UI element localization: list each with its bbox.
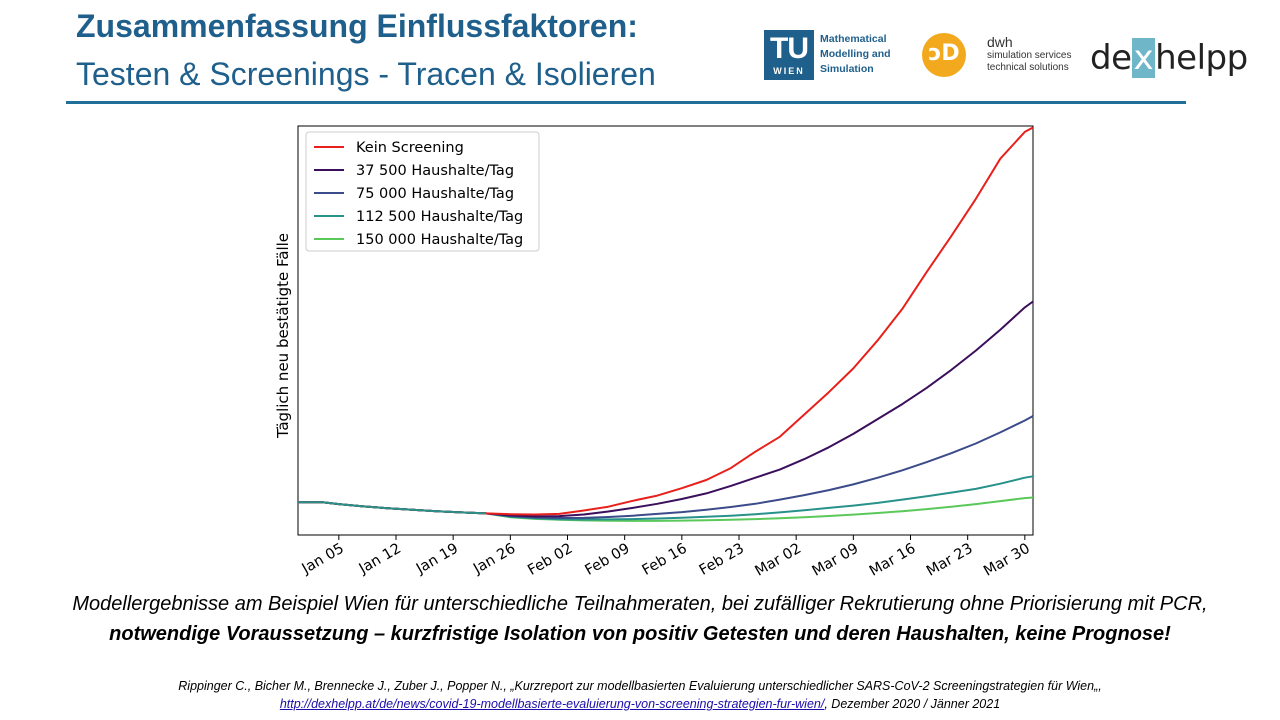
dwh-logo-text: dwh simulation services technical soluti… xyxy=(987,34,1071,74)
series-common-segment xyxy=(298,501,486,515)
y-axis-label: Täglich neu bestätigte Fälle xyxy=(274,233,292,439)
tu-logo-mark: TU xyxy=(770,32,809,65)
dex-logo-x: x xyxy=(1131,38,1156,78)
caption-line2: notwendige Voraussetzung – kurzfristige … xyxy=(109,623,1171,645)
tu-logo-text: Mathematical Modelling and Simulation xyxy=(820,32,891,77)
x-tick-label: Jan 05 xyxy=(299,541,347,578)
legend-label-2: 37 500 Haushalte/Tag xyxy=(356,163,514,179)
x-tick-label: Mar 02 xyxy=(753,541,805,580)
legend xyxy=(305,131,540,252)
x-tick-label: Mar 09 xyxy=(810,541,862,580)
tu-wien-logo: TU WIEN xyxy=(764,30,814,80)
tu-logo-line1: Mathematical xyxy=(820,33,887,45)
tu-logo-wien: WIEN xyxy=(773,66,805,76)
reference-line1: Rippinger C., Bicher M., Brennecke J., Z… xyxy=(178,679,1102,693)
dwh-logo-name: dwh xyxy=(987,34,1013,50)
dexhelpp-logo: dexhelpp xyxy=(1090,38,1248,78)
legend-label-4: 112 500 Haushalte/Tag xyxy=(356,209,523,225)
slide-subtitle: Testen & Screenings - Tracen & Isolieren xyxy=(76,56,656,92)
caption-line1: Modellergebnisse am Beispiel Wien für un… xyxy=(72,593,1208,615)
series-line-2 xyxy=(298,300,1034,518)
dwh-logo-line2: technical solutions xyxy=(987,62,1069,73)
x-tick-label: Feb 16 xyxy=(640,541,690,579)
reference-line2: http://dexhelpp.at/de/news/covid-19-mode… xyxy=(0,697,1280,711)
tu-logo-line2: Modelling and xyxy=(820,48,891,60)
x-tick-label: Mar 16 xyxy=(867,541,919,580)
reference-suffix: , Dezember 2020 / Jänner 2021 xyxy=(824,697,1001,711)
x-tick-label: Jan 26 xyxy=(470,541,518,578)
dex-logo-post: helpp xyxy=(1155,38,1248,78)
title-divider xyxy=(66,101,1186,104)
x-tick-label: Mar 23 xyxy=(924,541,976,580)
slide-title: Zusammenfassung Einflussfaktoren: xyxy=(76,8,638,44)
x-tick-label: Jan 19 xyxy=(413,541,461,578)
reference-link[interactable]: http://dexhelpp.at/de/news/covid-19-mode… xyxy=(279,697,825,711)
x-tick-label: Mar 30 xyxy=(981,541,1033,580)
dwh-logo-line1: simulation services xyxy=(987,50,1072,61)
dwh-logo-icon: ↄD xyxy=(922,33,966,77)
x-tick-label: Jan 12 xyxy=(356,541,404,578)
x-tick-label: Feb 02 xyxy=(525,541,575,579)
legend-label-5: 150 000 Haushalte/Tag xyxy=(356,232,523,248)
tu-logo-line3: Simulation xyxy=(820,63,874,75)
x-tick-label: Feb 23 xyxy=(697,541,747,579)
legend-label-3: 75 000 Haushalte/Tag xyxy=(356,186,514,202)
plot-frame xyxy=(297,125,1034,536)
line-chart: Täglich neu bestätigte Fälle Jan 05 Jan 12… xyxy=(274,125,1034,580)
legend-label-1: Kein Screening xyxy=(356,140,464,156)
dex-logo-pre: de xyxy=(1090,38,1132,78)
x-tick-label: Feb 09 xyxy=(582,541,632,579)
